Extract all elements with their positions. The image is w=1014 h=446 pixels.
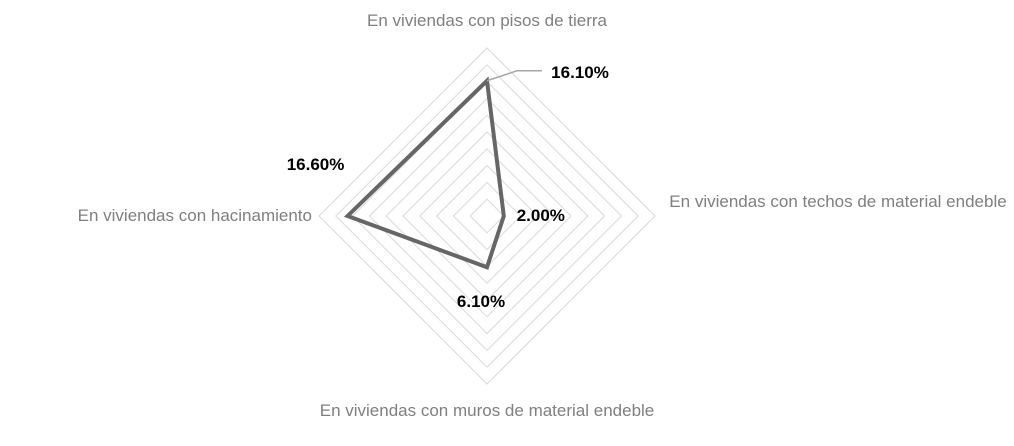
data-label: 6.10%	[456, 292, 506, 312]
grid-ring	[385, 114, 589, 318]
grid-ring	[469, 198, 505, 234]
radar-line	[343, 76, 506, 270]
grid-ring	[335, 64, 639, 368]
grid-ring	[351, 80, 623, 352]
grid-ring	[452, 181, 522, 251]
grid-ring	[419, 148, 555, 284]
data-label: 2.00%	[516, 206, 565, 225]
axis-label: En viviendas con muros de material endeb…	[319, 401, 655, 420]
grid-ring	[402, 131, 572, 301]
axis-label: En viviendas con techos de material ende…	[669, 192, 1007, 211]
data-label: 16.10%	[551, 62, 609, 82]
grid-ring	[318, 47, 656, 385]
grid-ring	[368, 97, 606, 335]
leader-line	[486, 70, 542, 82]
axis-label: En viviendas con pisos de tierra	[366, 11, 608, 30]
axis-label: En viviendas con hacinamiento	[77, 206, 312, 225]
data-label: 16.60%	[286, 155, 345, 174]
